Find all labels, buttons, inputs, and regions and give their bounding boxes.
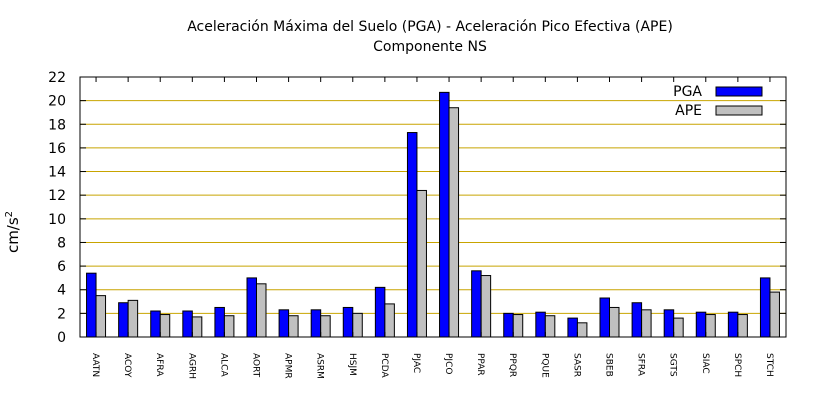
legend-label-ape: APE [675,103,702,119]
bar-pga-sasr [567,317,578,338]
y-tick-labels: 0 2 4 6 8 10 12 14 16 18 20 22 [48,70,66,346]
x-tick-label-ppqr: PPQR [507,353,517,377]
x-tick-label-alca: ALCA [218,353,228,377]
bars [86,91,780,338]
x-tick-label-pcda: PCDA [379,353,389,378]
bar-pga-sfra [631,302,643,338]
bar-ape-pque [544,315,556,338]
bar-ape-sfra [641,309,652,338]
bar-ape-sbeb [609,306,620,338]
x-tick-label-pque: PQUE [539,353,549,378]
y-axis-label-exponent: 2 [4,211,15,217]
x-tick-label-agrh: AGRH [186,353,196,379]
bar-pga-ppqr [503,312,514,338]
y-tick-label: 8 [57,235,66,251]
bar-pga-aatn [86,272,97,338]
bar-ape-acoy [127,299,139,338]
legend-swatch-ape [715,105,763,116]
x-tick-label-spch: SPCH [732,353,742,377]
bar-ape-apmr [288,315,299,338]
x-tick-label-sasr: SASR [571,353,581,377]
chart-subtitle: Componente NS [373,39,487,55]
x-tick-label-afra: AFRA [154,353,164,377]
bar-pga-acoy [118,302,129,338]
x-tick-label-siac: SIAC [700,353,710,374]
bar-ape-pjco [448,107,460,338]
bar-pga-spch [727,311,739,338]
bar-ape-sasr [576,322,588,338]
chart-title: Aceleración Máxima del Suelo (PGA) - Ace… [187,19,673,35]
y-tick-label: 10 [48,212,66,228]
y-tick-label: 18 [48,117,66,133]
x-tick-label-apmr: APMR [283,353,293,379]
bar-pga-pcda [374,286,386,338]
y-tick-label: 12 [48,188,66,204]
bar-ape-pcda [384,303,395,338]
bar-ape-ppqr [512,314,524,338]
x-tick-label-pjac: PJAC [411,353,421,373]
y-tick-label: 22 [48,70,66,86]
bar-ape-pjac [416,189,427,338]
x-tick-label-acoy: ACOY [122,353,132,378]
x-tick-label-asrm: ASRM [315,353,325,379]
bar-pga-hsjm [342,306,354,338]
y-axis-label: cm/s2 [4,211,22,253]
bar-pga-aort [246,277,257,338]
bar-ape-spch [737,314,748,338]
bar-pga-ppar [471,270,482,338]
bar-ape-hsjm [352,312,363,338]
legend-swatch-pga [715,86,763,97]
bar-ape-stch [769,291,780,338]
bar-pga-sbeb [599,297,610,338]
bar-ape-alca [223,315,235,338]
x-tick-label-hsjm: HSJM [347,353,357,376]
bar-ape-ppar [480,275,492,338]
x-tick-label-sfra: SFRA [636,353,646,377]
x-tick-label-pjco: PJCO [443,353,453,374]
bar-pga-alca [214,306,225,338]
x-tick-label-stch: STCH [764,353,774,377]
x-tick-label-sbeb: SBEB [604,353,614,377]
x-tick-label-sgts: SGTS [668,353,678,377]
y-tick-label: 14 [48,165,66,181]
bar-ape-siac [705,314,716,338]
x-tick-label-ppar: PPAR [475,353,485,376]
legend: PGA APE [673,84,763,119]
bar-pga-stch [759,277,771,338]
bar-pga-agrh [182,310,193,338]
axes [79,76,787,338]
y-tick-label: 6 [57,259,66,275]
bar-pga-afra [150,310,161,338]
bar-pga-siac [695,311,707,338]
bar-pga-pque [535,311,546,338]
y-tick-label: 4 [57,283,66,299]
bar-ape-agrh [191,316,203,338]
bar-ape-sgts [673,317,684,338]
y-tick-label: 2 [57,306,66,322]
y-tick-label: 20 [48,94,66,110]
legend-label-pga: PGA [673,84,702,100]
bar-pga-sgts [663,309,675,338]
bar-ape-afra [159,314,171,338]
bar-pga-asrm [310,309,322,338]
bar-ape-asrm [320,315,331,338]
bar-ape-aort [256,283,267,338]
bar-ape-aatn [95,295,107,338]
x-tick-label-aort: AORT [251,353,261,378]
x-tick-label-aatn: AATN [90,353,100,377]
plot-frame [79,76,787,338]
y-tick-label: 0 [57,330,66,346]
x-tick-labels: AATN ACOY AFRA AGRH ALCA AORT APMR ASRM HSJM PCDA… [90,353,774,379]
bar-pga-pjac [406,132,418,338]
bar-pga-pjco [439,91,450,338]
bar-pga-apmr [278,309,290,338]
y-tick-label: 16 [48,141,66,157]
y-axis-label-text: cm/s [4,217,22,253]
